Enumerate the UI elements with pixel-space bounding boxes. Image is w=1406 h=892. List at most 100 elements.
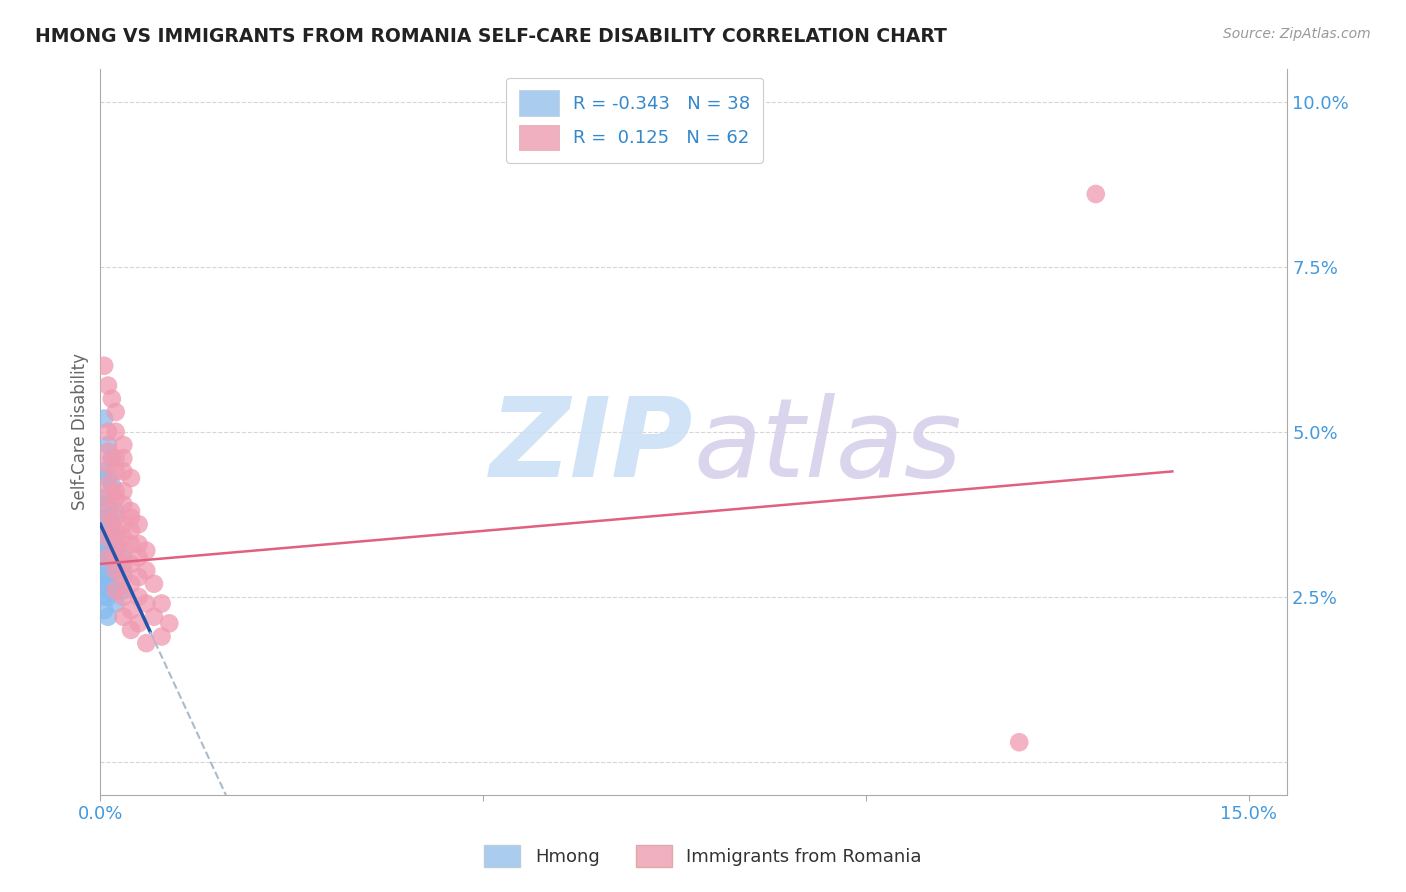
Point <box>120 603 142 617</box>
Point <box>104 597 127 611</box>
Point <box>97 498 120 512</box>
Point <box>120 524 142 538</box>
Point <box>112 557 135 571</box>
Point <box>97 438 120 452</box>
Point <box>97 550 120 565</box>
Point <box>120 504 142 518</box>
Legend: R = -0.343   N = 38, R =  0.125   N = 62: R = -0.343 N = 38, R = 0.125 N = 62 <box>506 78 762 163</box>
Point <box>97 550 120 565</box>
Point <box>128 550 150 565</box>
Point <box>104 576 127 591</box>
Point <box>93 524 115 538</box>
Point <box>120 623 142 637</box>
Point <box>93 576 115 591</box>
Point <box>97 510 120 524</box>
Point <box>93 557 115 571</box>
Point <box>97 425 120 439</box>
Point <box>97 609 120 624</box>
Point <box>97 590 120 604</box>
Point <box>104 531 127 545</box>
Point <box>112 438 135 452</box>
Point <box>150 630 173 644</box>
Point <box>1008 735 1031 749</box>
Point <box>97 570 120 584</box>
Point <box>97 531 120 545</box>
Point <box>112 609 135 624</box>
Point <box>97 471 120 485</box>
Point <box>104 550 127 565</box>
Point <box>157 616 180 631</box>
Point <box>97 537 120 551</box>
Point <box>97 458 120 472</box>
Point <box>150 597 173 611</box>
Point <box>93 359 115 373</box>
Point <box>104 564 127 578</box>
Point <box>97 531 120 545</box>
Point <box>93 590 115 604</box>
Point <box>142 576 165 591</box>
Point <box>104 491 127 505</box>
Text: ZIP: ZIP <box>491 392 693 500</box>
Point <box>104 484 127 499</box>
Text: Source: ZipAtlas.com: Source: ZipAtlas.com <box>1223 27 1371 41</box>
Point <box>101 451 124 466</box>
Point <box>112 451 135 466</box>
Point <box>112 531 135 545</box>
Point <box>120 576 142 591</box>
Legend: Hmong, Immigrants from Romania: Hmong, Immigrants from Romania <box>477 838 929 874</box>
Point <box>104 504 127 518</box>
Point <box>112 464 135 478</box>
Point <box>97 378 120 392</box>
Point <box>97 477 120 491</box>
Point <box>93 464 115 478</box>
Point <box>112 583 135 598</box>
Point <box>112 550 135 565</box>
Point <box>97 491 120 505</box>
Point <box>135 636 157 650</box>
Point <box>1084 187 1107 202</box>
Point <box>112 570 135 584</box>
Point <box>93 411 115 425</box>
Point <box>93 537 115 551</box>
Point <box>93 603 115 617</box>
Point <box>135 543 157 558</box>
Point <box>135 564 157 578</box>
Point <box>97 517 120 532</box>
Text: HMONG VS IMMIGRANTS FROM ROMANIA SELF-CARE DISABILITY CORRELATION CHART: HMONG VS IMMIGRANTS FROM ROMANIA SELF-CA… <box>35 27 948 45</box>
Point <box>93 543 115 558</box>
Point <box>104 405 127 419</box>
Point <box>97 557 120 571</box>
Y-axis label: Self-Care Disability: Self-Care Disability <box>72 353 89 510</box>
Point <box>120 557 142 571</box>
Point <box>104 537 127 551</box>
Point <box>104 583 127 598</box>
Text: atlas: atlas <box>693 392 962 500</box>
Point <box>128 537 150 551</box>
Point <box>112 564 135 578</box>
Point <box>104 425 127 439</box>
Point <box>120 471 142 485</box>
Point <box>104 464 127 478</box>
Point <box>104 510 127 524</box>
Point <box>120 510 142 524</box>
Point <box>104 564 127 578</box>
Point <box>101 517 124 532</box>
Point <box>101 477 124 491</box>
Point <box>112 484 135 499</box>
Point <box>104 543 127 558</box>
Point <box>112 590 135 604</box>
Point <box>97 504 120 518</box>
Point <box>104 583 127 598</box>
Point <box>101 392 124 406</box>
Point <box>104 451 127 466</box>
Point <box>104 550 127 565</box>
Point <box>93 570 115 584</box>
Point <box>104 524 127 538</box>
Point <box>112 543 135 558</box>
Point <box>97 583 120 598</box>
Point <box>128 517 150 532</box>
Point <box>120 537 142 551</box>
Point <box>93 491 115 505</box>
Point <box>128 616 150 631</box>
Point <box>112 498 135 512</box>
